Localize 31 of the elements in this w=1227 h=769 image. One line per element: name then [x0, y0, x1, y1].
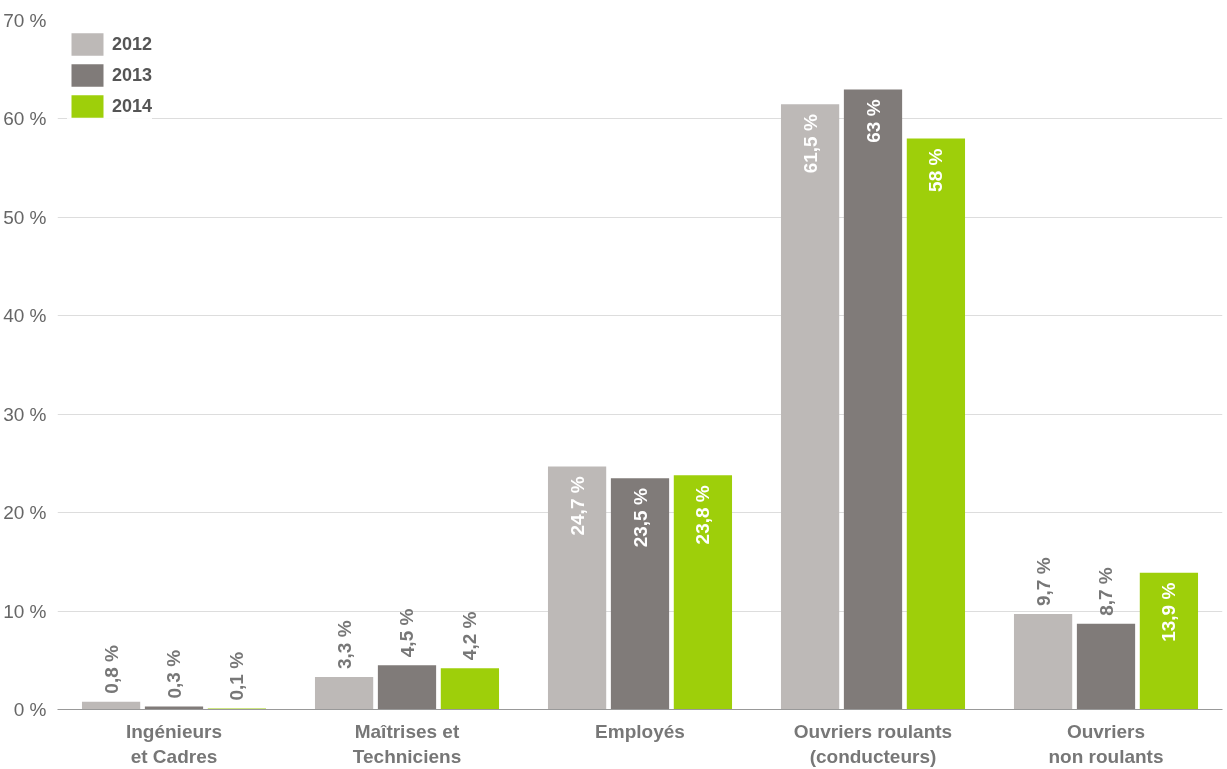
data-label: 0,3 %: [163, 649, 185, 699]
data-label: 63 %: [862, 99, 884, 143]
data-label: 0,8 %: [100, 644, 122, 694]
x-tick-label: Ouvriers non roulants: [1048, 720, 1164, 767]
y-tick-label: 70 %: [3, 10, 47, 31]
y-tick-label: 20 %: [3, 502, 47, 524]
x-tick-label: Ouvriers roulants (conducteurs): [793, 720, 953, 767]
y-tick-label: 30 %: [3, 403, 47, 425]
x-tick-label: Maîtrises et Techniciens: [352, 720, 462, 767]
legend-label: 2012: [112, 33, 153, 55]
y-tick-label: 50 %: [3, 206, 47, 228]
data-label: 4,5 %: [396, 608, 418, 658]
data-label: 0,1 %: [226, 651, 248, 701]
data-label: 23,8 %: [692, 485, 714, 545]
y-tick-label: 40 %: [3, 305, 47, 327]
data-label: 24,7 %: [566, 476, 588, 536]
legend-label: 2013: [112, 64, 153, 86]
data-label: 3,3 %: [333, 620, 355, 670]
legend-label: 2014: [112, 95, 153, 117]
y-tick-label: 10 %: [3, 600, 47, 622]
y-tick-label: 0 %: [13, 699, 47, 720]
data-label: 4,2 %: [459, 611, 481, 661]
data-label: 23,5 %: [629, 488, 651, 548]
data-label: 8,7 %: [1095, 567, 1117, 616]
x-tick-label: Employés: [595, 720, 685, 742]
y-tick-label: 60 %: [3, 108, 47, 130]
data-label: 61,5 %: [799, 114, 821, 174]
data-label: 13,9 %: [1158, 582, 1180, 642]
data-label: 58 %: [925, 148, 947, 192]
x-tick-label: Ingénieurs et Cadres: [125, 720, 223, 767]
data-label: 9,7 %: [1032, 557, 1054, 607]
